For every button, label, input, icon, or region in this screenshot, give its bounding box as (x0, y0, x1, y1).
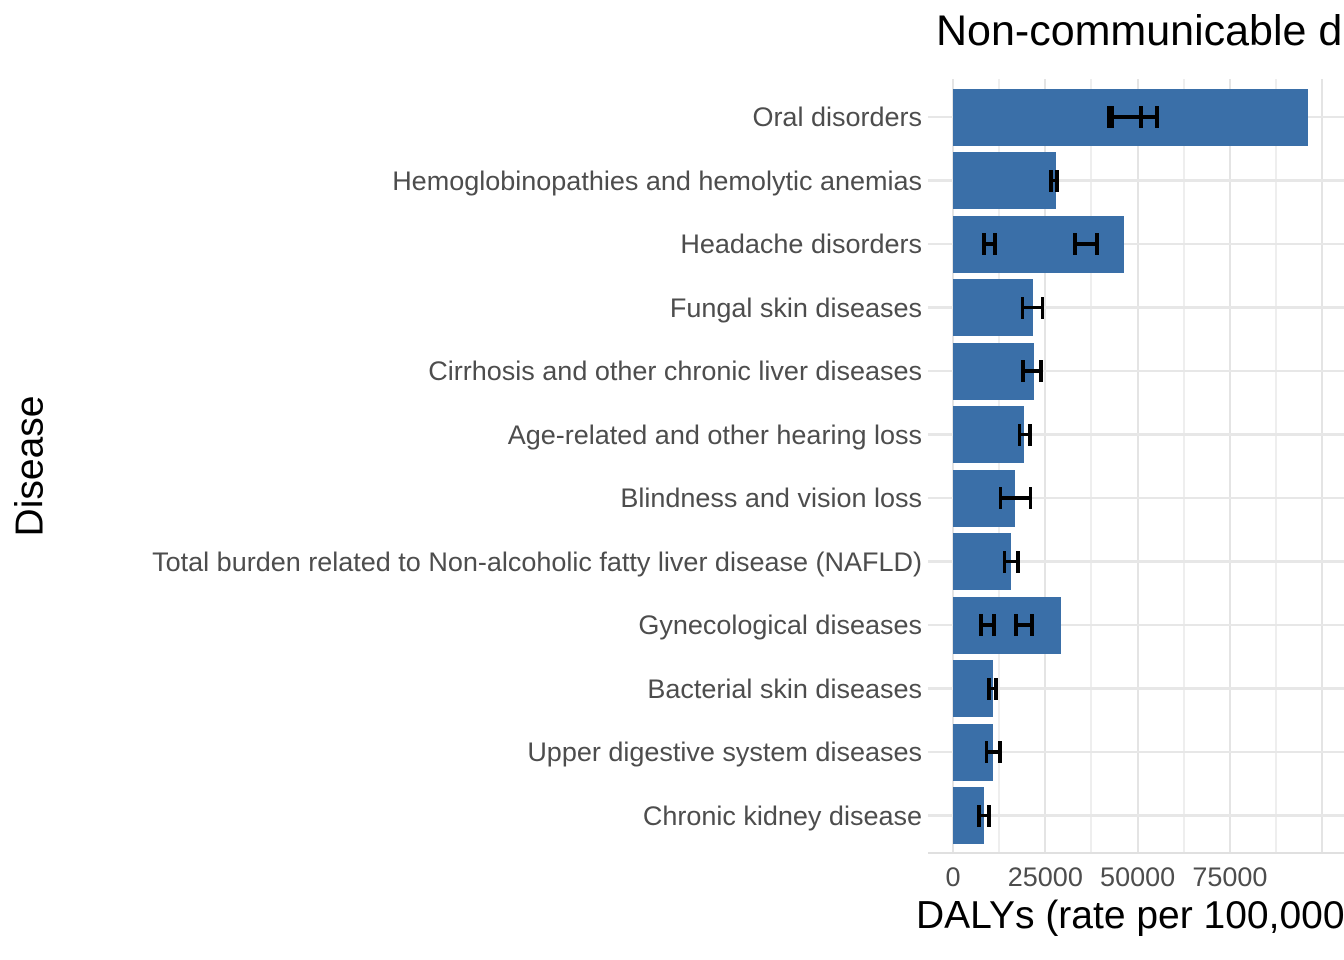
gridline-horizontal (928, 242, 1344, 246)
x-tick-label: 25000 (1007, 862, 1083, 892)
x-tick-label: 50000 (1100, 862, 1176, 892)
error-bar-cap (1073, 233, 1077, 255)
error-bar-cap (1002, 550, 1007, 573)
error-bar-cap (987, 677, 991, 700)
error-bar-cap (998, 741, 1002, 763)
gridline-minor (998, 79, 1001, 853)
gridline-horizontal (928, 433, 1344, 436)
error-bar-cap (1014, 614, 1018, 636)
x-tick-label: 0 (945, 862, 961, 892)
y-tick-label: Chronic kidney disease (642, 800, 922, 831)
gridline-minor (1182, 79, 1185, 853)
y-tick-label: Bacterial skin diseases (647, 673, 922, 704)
error-bar-cap (1095, 233, 1099, 255)
bar (953, 533, 1011, 590)
bar (953, 596, 1062, 654)
y-tick-label: Cirrhosis and other chronic liver diseas… (428, 356, 922, 386)
error-bar-line (1022, 305, 1043, 310)
y-tick-label: Fungal skin diseases (669, 292, 922, 323)
error-bar-cap (1107, 106, 1111, 128)
error-bar-line (1112, 115, 1158, 119)
error-bar-cap (992, 614, 996, 636)
gridline-horizontal (928, 814, 1344, 817)
gridline-horizontal (928, 369, 1344, 373)
error-bar-line (981, 623, 994, 627)
x-axis-title: DALYs (rate per 100,000) (916, 894, 1344, 937)
error-bar-cap (1030, 614, 1034, 636)
error-bar-cap (994, 677, 998, 700)
gridline-horizontal (928, 560, 1344, 563)
y-tick-label: Blindness and vision loss (620, 483, 922, 513)
error-bar-cap (984, 741, 989, 763)
y-tick-label: Total burden related to Non-alcoholic fa… (152, 546, 922, 577)
error-bar-line (979, 813, 990, 818)
error-bar-line (1016, 623, 1032, 627)
error-bar-cap (1155, 106, 1159, 128)
x-tick-label: 75000 (1192, 862, 1268, 892)
error-bar-line (1074, 242, 1097, 246)
y-axis-title: Disease (8, 395, 52, 537)
gridline-major (1044, 79, 1047, 853)
chart-title: Non-communicable d (936, 7, 1343, 55)
y-tick-label: Gynecological diseases (638, 610, 922, 640)
y-tick-label: Upper digestive system diseases (527, 737, 922, 767)
error-bar-line (1023, 369, 1041, 373)
gridline-horizontal (928, 496, 1344, 500)
plot-panel (928, 79, 1344, 854)
y-tick-label: Oral disorders (752, 102, 922, 132)
gridline-major (1228, 79, 1231, 853)
y-tick-label: Headache disorders (680, 229, 922, 259)
bar (953, 406, 1024, 463)
error-bar-cap (979, 614, 983, 636)
error-bar-line (1000, 496, 1031, 500)
error-bar-line (986, 750, 1000, 754)
error-bar-cap (1017, 423, 1022, 446)
gridline-major (1321, 79, 1324, 853)
error-bar-line (1004, 559, 1018, 564)
bar (953, 342, 1034, 400)
error-bar-cap (987, 804, 991, 827)
error-bar-line (1019, 432, 1031, 437)
error-bar-cap (998, 487, 1003, 509)
gridline-major (1136, 79, 1139, 853)
error-bar-cap (1055, 169, 1059, 192)
error-bar-cap (1049, 169, 1053, 192)
error-bar-cap (1028, 423, 1032, 446)
error-bar-cap (1028, 487, 1033, 509)
gridline-horizontal (928, 687, 1344, 690)
gridline-horizontal (928, 306, 1344, 309)
gridline-major (952, 79, 954, 853)
gridline-horizontal (928, 179, 1344, 182)
error-bar-cap (982, 233, 986, 255)
bar (953, 660, 994, 717)
error-bar-line (989, 686, 996, 691)
y-tick-label: Hemoglobinopathies and hemolytic anemias (392, 165, 922, 196)
error-bar-line (1051, 178, 1058, 183)
error-bar-cap (1110, 106, 1114, 128)
bar (953, 152, 1056, 209)
error-bar-cap (1039, 360, 1043, 382)
error-bar-cap (1020, 296, 1025, 319)
error-bar-cap (993, 233, 997, 255)
gridline-horizontal (928, 623, 1344, 627)
y-tick-label: Age-related and other hearing loss (507, 419, 922, 450)
gridline-minor (1275, 79, 1278, 853)
bar (953, 279, 1033, 336)
gridline-horizontal (928, 750, 1344, 754)
error-bar-cap (1016, 550, 1020, 573)
error-bar-line (984, 242, 996, 246)
x-axis-line (928, 852, 1344, 854)
error-bar-cap (1021, 360, 1025, 382)
gridline-minor (1090, 79, 1093, 853)
error-bar-cap (1040, 296, 1045, 319)
error-bar-cap (977, 804, 981, 827)
